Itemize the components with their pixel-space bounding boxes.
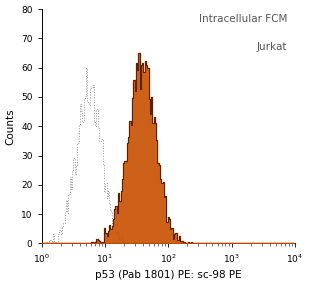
- Y-axis label: Counts: Counts: [6, 108, 15, 144]
- X-axis label: p53 (Pab 1801) PE: sc-98 PE: p53 (Pab 1801) PE: sc-98 PE: [95, 271, 242, 281]
- Text: Intracellular FCM: Intracellular FCM: [199, 14, 287, 24]
- Text: Jurkat: Jurkat: [257, 42, 287, 52]
